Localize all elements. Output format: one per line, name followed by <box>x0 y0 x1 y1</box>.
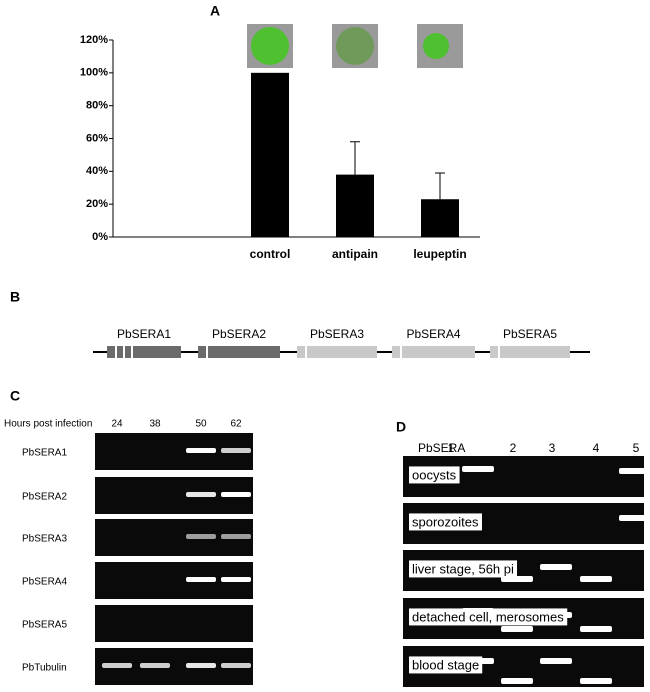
cell <box>336 27 374 65</box>
lane-label: 2 <box>510 441 517 455</box>
intron <box>305 346 307 358</box>
bar <box>421 199 459 237</box>
x-tick-label: leupeptin <box>413 247 466 261</box>
panel-label: B <box>10 289 20 305</box>
y-tick-label: 80% <box>86 100 108 112</box>
panel-label: A <box>210 3 220 19</box>
lane-label: 5 <box>633 441 640 455</box>
band <box>540 658 572 664</box>
label-bg <box>409 560 518 578</box>
band <box>186 534 216 539</box>
band <box>540 564 572 570</box>
label-bg <box>409 513 482 531</box>
label-bg <box>409 466 460 484</box>
panel-label: D <box>396 419 406 435</box>
intron <box>206 346 208 358</box>
band <box>221 448 251 453</box>
y-tick-label: 100% <box>80 67 108 79</box>
band <box>186 663 216 668</box>
axis-title: PbSERA <box>418 441 465 455</box>
band <box>580 678 612 684</box>
row-label: PbSERA1 <box>22 448 67 459</box>
band <box>221 577 251 582</box>
gene-block <box>392 346 475 358</box>
row-label: liver stage, 56h pi <box>412 561 514 576</box>
row-label: sporozoites <box>412 514 479 529</box>
y-tick-label: 20% <box>86 198 108 210</box>
x-tick-label: antipain <box>332 247 378 261</box>
gene-label: PbSERA3 <box>310 327 364 341</box>
row-label: PbSERA3 <box>22 534 67 545</box>
band <box>221 492 251 497</box>
intron <box>131 346 133 358</box>
row-label: blood stage <box>412 657 479 672</box>
lane-label: 4 <box>593 441 600 455</box>
y-tick-label: 120% <box>80 34 108 46</box>
band <box>619 515 650 521</box>
band <box>221 534 251 539</box>
bar <box>251 72 289 237</box>
intron <box>400 346 402 358</box>
lane-label: 24 <box>111 419 123 430</box>
band <box>619 468 650 474</box>
label-bg <box>409 608 568 626</box>
row-label: PbSERA4 <box>22 577 67 588</box>
panel-label: C <box>10 388 20 404</box>
lane-label: 62 <box>230 419 242 430</box>
gene-label: PbSERA4 <box>406 327 460 341</box>
band <box>501 576 533 582</box>
row-label: PbTubulin <box>22 663 67 674</box>
band <box>501 626 533 632</box>
y-tick-label: 60% <box>86 132 108 144</box>
band <box>501 678 533 684</box>
band <box>102 663 132 668</box>
gene-label: PbSERA1 <box>117 327 171 341</box>
y-tick-label: 40% <box>86 165 108 177</box>
row-label: oocysts <box>412 467 457 482</box>
intron <box>498 346 500 358</box>
lane-label: 1 <box>448 441 455 455</box>
gene-label: PbSERA5 <box>503 327 557 341</box>
intron <box>115 346 117 358</box>
error-bar <box>350 141 360 175</box>
row-label: PbSERA2 <box>22 492 67 503</box>
y-tick-label: 0% <box>92 231 108 243</box>
lane-label: 3 <box>549 441 556 455</box>
cell <box>251 27 289 65</box>
band <box>580 576 612 582</box>
gel <box>95 605 253 642</box>
bar <box>336 174 374 237</box>
gene-block <box>107 346 181 358</box>
band <box>580 626 612 632</box>
axis-title: Hours post infection <box>4 419 92 430</box>
band <box>186 492 216 497</box>
band <box>186 577 216 582</box>
band <box>140 663 170 668</box>
band <box>221 663 251 668</box>
gene-label: PbSERA2 <box>212 327 266 341</box>
row-label: PbSERA5 <box>22 620 67 631</box>
gene-block <box>198 346 280 358</box>
x-tick-label: control <box>250 247 291 261</box>
lane-label: 50 <box>195 419 207 430</box>
lane-label: 38 <box>149 419 161 430</box>
gene-block <box>297 346 377 358</box>
gene-block <box>490 346 570 358</box>
error-bar <box>435 172 445 200</box>
cell <box>423 33 449 59</box>
band <box>186 448 216 453</box>
intron <box>123 346 125 358</box>
label-bg <box>409 656 483 674</box>
row-label: detached cell, merosomes <box>412 609 564 624</box>
band <box>462 466 494 472</box>
